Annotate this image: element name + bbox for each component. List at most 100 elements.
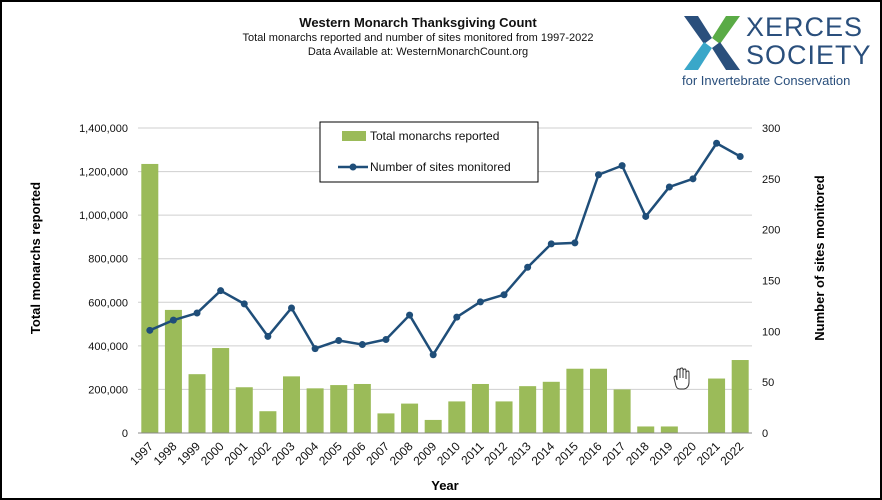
bar bbox=[306, 388, 324, 433]
x-tick-label: 2005 bbox=[316, 439, 345, 468]
y-right-tick-label: 300 bbox=[762, 123, 780, 135]
x-tick-label: 2013 bbox=[505, 439, 534, 468]
bar bbox=[589, 368, 608, 433]
y-axis-left-label: Total monarchs reported bbox=[28, 182, 43, 334]
x-tick-label: 2006 bbox=[340, 439, 369, 468]
y-right-tick-label: 0 bbox=[762, 428, 768, 440]
bar bbox=[259, 411, 277, 433]
x-tick-label: 2017 bbox=[599, 439, 628, 468]
line-point bbox=[547, 240, 555, 248]
line-point bbox=[453, 313, 461, 321]
y-left-tick-label: 200,000 bbox=[88, 384, 128, 396]
x-tick-label: 2007 bbox=[363, 439, 392, 468]
y-left-tick-label: 400,000 bbox=[88, 341, 128, 353]
x-tick-label: 2008 bbox=[387, 439, 416, 468]
line-series bbox=[146, 139, 744, 359]
bar bbox=[164, 309, 182, 433]
y-left-tick-label: 1,000,000 bbox=[79, 210, 128, 222]
bar bbox=[495, 401, 513, 433]
cursor-hand-icon bbox=[673, 367, 690, 390]
bar bbox=[282, 376, 301, 433]
bar bbox=[330, 385, 348, 433]
x-tick-label: 2019 bbox=[647, 439, 676, 468]
chart-subtitle: Total monarchs reported and number of si… bbox=[242, 32, 594, 44]
x-tick-label: 2020 bbox=[670, 439, 699, 468]
line-point bbox=[524, 263, 532, 271]
line-point bbox=[146, 326, 154, 334]
line-point bbox=[713, 139, 721, 147]
legend-label-line: Number of sites monitored bbox=[370, 160, 511, 174]
x-tick-label: 2012 bbox=[481, 439, 510, 468]
bar bbox=[613, 389, 631, 433]
bar-series bbox=[141, 163, 749, 434]
chart-source: Data Available at: WesternMonarchCount.o… bbox=[307, 46, 529, 58]
legend: Total monarchs reported Number of sites … bbox=[319, 121, 539, 183]
bar bbox=[542, 381, 560, 433]
sites-line bbox=[149, 142, 741, 356]
logo-tagline: for Invertebrate Conservation bbox=[682, 73, 851, 88]
legend-label-bars: Total monarchs reported bbox=[370, 129, 499, 143]
line-point bbox=[169, 316, 177, 324]
x-tick-label: 2003 bbox=[269, 439, 298, 468]
line-point bbox=[571, 239, 579, 247]
line-point bbox=[689, 175, 697, 183]
y-left-tick-label: 1,200,000 bbox=[79, 167, 128, 179]
bar bbox=[424, 419, 442, 433]
y-right-tick-label: 50 bbox=[762, 377, 774, 389]
line-point bbox=[311, 345, 319, 353]
bar bbox=[141, 163, 159, 434]
bar bbox=[377, 413, 395, 433]
y-axis-right-label: Number of sites monitored bbox=[812, 175, 827, 340]
x-tick-label: 2018 bbox=[623, 439, 652, 468]
x-tick-label: 2015 bbox=[552, 439, 581, 468]
chart-title: Western Monarch Thanksgiving Count bbox=[299, 15, 537, 30]
line-point bbox=[618, 162, 626, 170]
bar bbox=[401, 403, 419, 433]
x-tick-label: 2009 bbox=[411, 439, 440, 468]
logo-word-society: SOCIETY bbox=[746, 40, 872, 70]
y-right-tick-label: 150 bbox=[762, 276, 780, 288]
x-tick-label: 2016 bbox=[576, 439, 605, 468]
x-tick-label: 2004 bbox=[292, 439, 321, 468]
logo-word-xerces: XERCES bbox=[746, 12, 864, 42]
legend-swatch-bars bbox=[342, 131, 366, 141]
bar bbox=[353, 383, 371, 433]
bar bbox=[731, 360, 749, 433]
line-point bbox=[665, 183, 673, 191]
y-right-tick-label: 100 bbox=[762, 326, 780, 338]
line-point bbox=[429, 351, 437, 359]
x-tick-label: 2010 bbox=[434, 439, 463, 468]
bar bbox=[637, 426, 655, 433]
x-tick-label: 1997 bbox=[127, 439, 156, 468]
y-right-tick-label: 250 bbox=[762, 174, 780, 186]
bar bbox=[235, 387, 253, 433]
bar bbox=[188, 374, 206, 433]
bar bbox=[212, 348, 230, 433]
y-left-tick-label: 800,000 bbox=[88, 254, 128, 266]
xerces-logo: XERCES SOCIETY for Invertebrate Conserva… bbox=[682, 12, 872, 92]
x-tick-label: 2002 bbox=[245, 439, 274, 468]
line-point bbox=[382, 335, 390, 343]
bar bbox=[471, 383, 489, 433]
y-left-tick-label: 0 bbox=[122, 428, 128, 440]
line-point bbox=[595, 171, 602, 179]
x-tick-label: 1998 bbox=[151, 439, 180, 468]
x-tick-label: 2014 bbox=[529, 439, 558, 468]
x-axis-label: Year bbox=[431, 478, 458, 493]
x-tick-label: 2011 bbox=[458, 439, 486, 467]
line-point bbox=[476, 298, 484, 306]
x-tick-label: 2022 bbox=[718, 439, 747, 468]
chart-header: Western Monarch Thanksgiving Count Total… bbox=[218, 14, 618, 59]
x-tick-label: 2001 bbox=[222, 439, 251, 468]
x-tick-label: 2000 bbox=[198, 439, 227, 468]
bar bbox=[448, 401, 466, 433]
legend-swatch-marker bbox=[349, 163, 357, 171]
bar bbox=[519, 386, 537, 433]
xerces-x-mark-icon bbox=[684, 16, 740, 70]
bar bbox=[566, 368, 584, 433]
x-tick-label: 2021 bbox=[694, 439, 723, 468]
bar bbox=[708, 378, 726, 433]
x-tick-label: 1999 bbox=[174, 439, 203, 468]
y-left-tick-label: 1,400,000 bbox=[79, 123, 128, 135]
